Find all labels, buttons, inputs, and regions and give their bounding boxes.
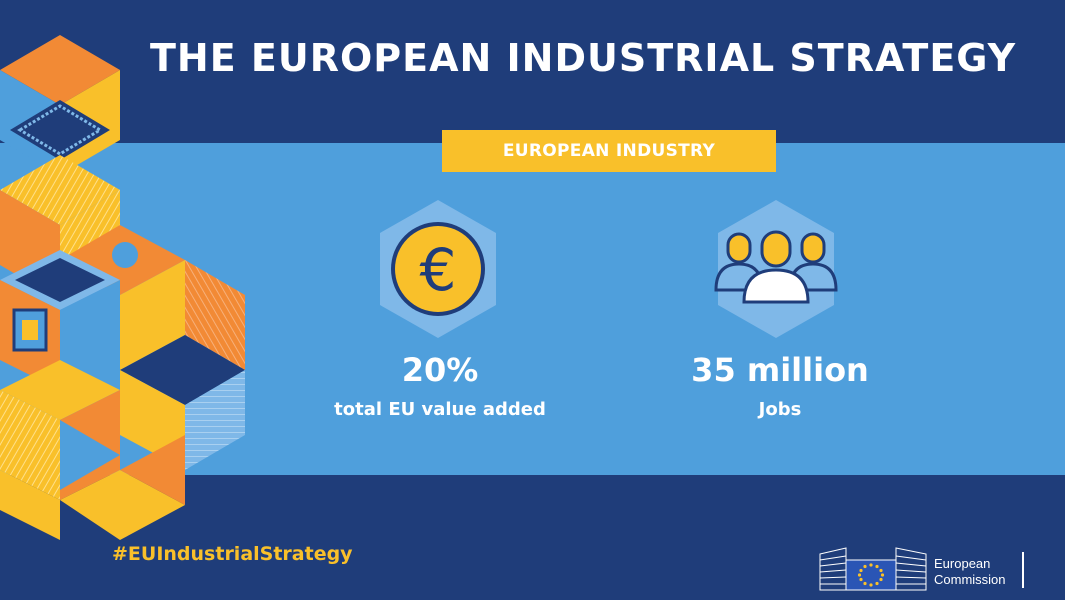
page-title: THE EUROPEAN INDUSTRIAL STRATEGY: [150, 36, 1017, 80]
section-label-badge: EUROPEAN INDUSTRY: [442, 130, 776, 172]
logo-text: European Commission: [934, 556, 1006, 588]
stat-label: Jobs: [758, 399, 802, 420]
hashtag: #EUIndustrialStrategy: [112, 543, 353, 565]
section-label: EUROPEAN INDUSTRY: [502, 141, 716, 161]
isometric-cubes-illustration: [0, 35, 245, 540]
european-commission-logo-icon: [819, 547, 927, 591]
stat-jobs: 35 million Jobs: [640, 350, 920, 424]
stat-value: 35 million: [691, 351, 869, 389]
stat-value: 20%: [401, 351, 479, 389]
people-group-icon: [714, 200, 838, 338]
logo-line-1: European: [934, 556, 991, 571]
stat-value-added: 20% total EU value added: [300, 350, 580, 424]
svg-text:€: €: [420, 236, 457, 304]
euro-coin-icon: €: [380, 200, 496, 338]
logo-line-2: Commission: [934, 572, 1006, 587]
logo-divider: [1022, 552, 1024, 588]
stat-label: total EU value added: [334, 399, 546, 420]
